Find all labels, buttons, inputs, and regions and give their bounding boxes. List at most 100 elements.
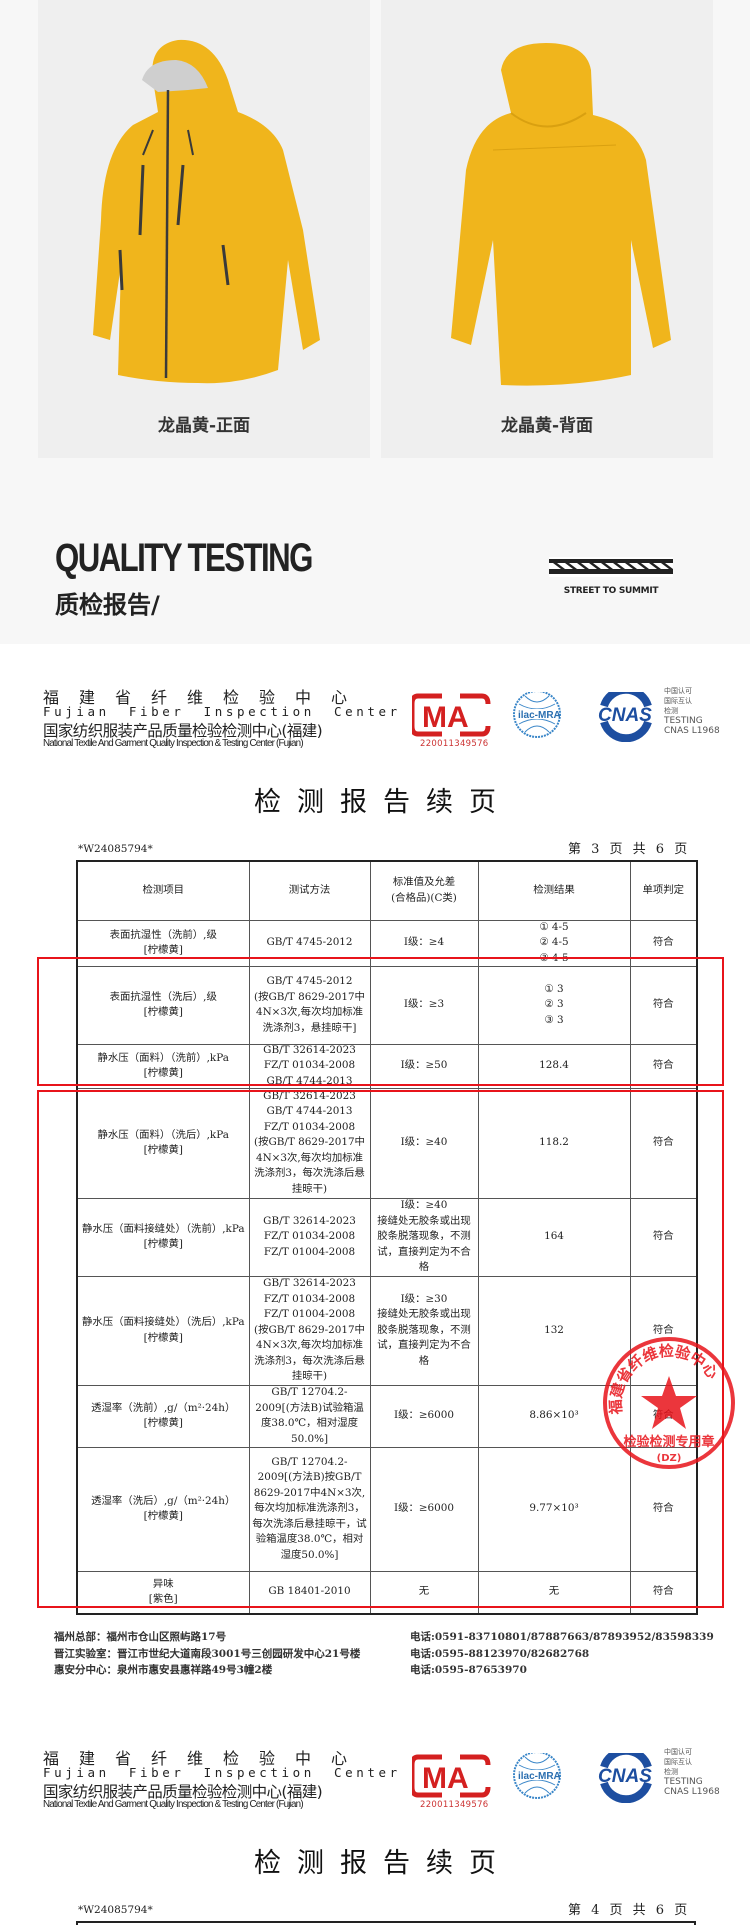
cell-text: 透湿率（洗后）,g/（m²·24h） [柠檬黄] [91, 1494, 236, 1523]
cell-text: I级：≥4 [403, 936, 445, 949]
cell-text: GB/T 32614-2023 FZ/T 01034-2008 FZ/T 010… [254, 1277, 365, 1383]
cell-text: 符合 [652, 1230, 674, 1243]
cma-logo-icon: MA [412, 693, 491, 737]
letterhead-page-4: 福建省纤维检验中心 Fujian Fiber Inspection Center… [40, 1743, 730, 1815]
cell-text: I级：≥30 接缝处无胶条或出现胶条脱落现象，不测试，直接判定为不合格 [377, 1292, 471, 1367]
cell-text: 128.4 [539, 1059, 569, 1072]
tire-tread-icon [549, 557, 673, 577]
cnas-line: 中国认可 [664, 687, 692, 695]
cell-text: 表面抗湿性（洗后）,级 [柠檬黄] [109, 990, 217, 1019]
table-row: 静水压（面料接缝处）（洗后）,kPa [柠檬黄] GB/T 32614-2023 … [76, 1275, 698, 1386]
table-cell: 符合 [629, 1197, 698, 1277]
cell-text: 透湿率（洗前）,g/（m²·24h） [柠檬黄] [91, 1401, 236, 1430]
cell-text: 164 [544, 1230, 564, 1243]
cma-number: 220011349576 [420, 739, 489, 749]
official-stamp: 福建省纤维检验中心 检验检测专用章 (DZ) [603, 1337, 735, 1469]
cell-text: 8.86×10³ [529, 1409, 579, 1422]
stamp-code: (DZ) [657, 1453, 682, 1464]
svg-text:CNAS: CNAS [598, 705, 652, 726]
cnas-line: CNAS L1968 [664, 1787, 720, 1797]
cnas-text: 中国认可 国际互认 检测 TESTING CNAS L1968 [664, 686, 720, 736]
svg-text:MA: MA [422, 701, 469, 734]
highlight-box [37, 957, 724, 1086]
table-cell: 透湿率（洗前）,g/（m²·24h） [柠檬黄] [76, 1384, 250, 1448]
page-info: 第 3 页 共 6 页 [568, 842, 691, 857]
table-cell: GB/T 32614-2023 FZ/T 01034-2008 GB/T 474… [248, 1043, 371, 1089]
table-cell: GB/T 4745-2012 (按GB/T 8629-2017中4N×3次,每次… [248, 965, 371, 1045]
table-header-row: 检测项目 测试方法 标准值及允差 (合格品)(C类) 检测结果 单项判定 [76, 860, 698, 921]
cma-logo-icon: MA [412, 1754, 491, 1798]
cell-text: 静水压（面料）（洗前）,kPa [柠檬黄] [97, 1051, 229, 1080]
cell-text: 符合 [652, 1059, 674, 1072]
cell-text: I级：≥3 [403, 998, 445, 1011]
cell-text: 符合 [652, 936, 674, 949]
cell-text: 异味 [紫色] [148, 1577, 178, 1606]
footer-addresses: 福州总部：福州市仓山区照屿路17号 晋江实验室：晋江市世纪大道南段3001号三创… [54, 1629, 360, 1679]
product-image-back: 龙晶黄-背面 [381, 0, 713, 458]
section-title-en: QUALITY TESTING [55, 536, 313, 580]
svg-text:MA: MA [422, 1762, 469, 1795]
cnas-line: 国际互认 [664, 697, 692, 705]
table-cell: 符合 [629, 1087, 698, 1199]
footer-phones: 电话:0591-83710801/87887663/87893952/83598… [410, 1629, 714, 1679]
product-label-front: 龙晶黄-正面 [157, 416, 251, 436]
svg-text:ilac-MRA: ilac-MRA [518, 710, 561, 721]
table-cell: GB/T 12704.2-2009[(方法B)按GB/T 8629-2017中4… [248, 1446, 371, 1572]
cell-text: ① 3 ② 3 ③ 3 [544, 982, 564, 1026]
table-cell: 表面抗湿性（洗后）,级 [柠檬黄] [76, 965, 250, 1045]
center-name-cn: 福建省纤维检验中心 [43, 688, 368, 707]
cell-text: 静水压（面料）（洗后）,kPa [柠檬黄] [97, 1128, 229, 1157]
cnas-line: 国际互认 [664, 1758, 692, 1766]
cell-text: I级：≥40 接缝处无胶条或出现胶条脱落现象，不测试，直接判定为不合格 [377, 1199, 471, 1274]
table-cell: 静水压（面料）（洗后）,kPa [柠檬黄] [76, 1087, 250, 1199]
table-row: 透湿率（洗前）,g/（m²·24h） [柠檬黄] GB/T 12704.2-200… [76, 1384, 698, 1448]
center-name-en: Fujian Fiber Inspection Center [43, 704, 401, 719]
cell-text: GB/T 32614-2023 FZ/T 01034-2008 GB/T 474… [263, 1044, 356, 1087]
cell-text: GB 18401-2010 [268, 1585, 351, 1598]
table-cell: 符合 [629, 965, 698, 1045]
cell-text: 符合 [652, 1136, 674, 1149]
cnas-line: 检测 [664, 707, 678, 715]
cnas-line: CNAS L1968 [664, 726, 720, 736]
cnas-logo-icon: CNAS [598, 692, 652, 742]
table-cell: I级：≥50 [369, 1043, 479, 1089]
report-number: *W24085794* [78, 1904, 153, 1916]
cma-number: 220011349576 [420, 1800, 489, 1810]
test-results-table: 检测项目 测试方法 标准值及允差 (合格品)(C类) 检测结果 单项判定 表面抗湿性（洗… [76, 860, 698, 1615]
brand-slogan: STREET TO SUMMIT [563, 586, 659, 596]
product-image-front: 龙晶黄-正面 [38, 0, 370, 458]
phone-line: 电话:0595-88123970/82682768 [410, 1647, 590, 1660]
product-label-back: 龙晶黄-背面 [500, 416, 594, 436]
center-name-cn: 福建省纤维检验中心 [43, 1749, 368, 1768]
cell-text: I级：≥50 [400, 1059, 448, 1072]
letterhead: 福建省纤维检验中心 Fujian Fiber Inspection Center… [40, 682, 730, 754]
address-line: 惠安分中心：泉州市惠安县惠祥路49号3幢2楼 [54, 1664, 273, 1676]
jacket-front-image [93, 39, 320, 384]
cell-text: 132 [544, 1323, 564, 1336]
ilac-mra-logo-icon: ilac-MRA [513, 1753, 561, 1799]
cell-text: GB/T 12704.2-2009[(方法B)按GB/T 8629-2017中4… [252, 1455, 367, 1561]
report-number: *W24085794* [78, 843, 153, 855]
national-center-en: National Textile And Garment Quality Ins… [43, 1799, 304, 1810]
star-icon [641, 1376, 697, 1429]
highlight-box [37, 1090, 724, 1608]
address-line: 福州总部：福州市仓山区照屿路17号 [54, 1631, 227, 1643]
table-cell: 符合 [629, 1275, 698, 1386]
table-cell: 9.77×10³ [477, 1446, 631, 1572]
certification-logos: MA ilac-MRA CNAS [412, 692, 652, 742]
svg-text:ilac-MRA: ilac-MRA [518, 1771, 561, 1782]
cell-text: 符合 [652, 1323, 674, 1336]
table-cell: I级：≥6000 [369, 1446, 479, 1572]
jacket-back-image [451, 43, 671, 386]
section-title-cn: 质检报告/ [55, 591, 160, 619]
national-center-cn: 国家纺织服装产品质量检验检测中心(福建) [43, 1783, 323, 1801]
table-cell: I级：≥3 [369, 965, 479, 1045]
report-title: 检测报告续页 [254, 787, 512, 818]
cell-text: 符合 [652, 1585, 674, 1598]
table-cell: 透湿率（洗后）,g/（m²·24h） [柠檬黄] [76, 1446, 250, 1572]
table-cell: GB/T 32614-2023 GB/T 4744-2013 FZ/T 0103… [248, 1087, 371, 1199]
cell-text: 符合 [652, 998, 674, 1011]
cell-text: 无 [548, 1585, 560, 1598]
cell-text: 表面抗湿性（洗前）,级 [柠檬黄] [109, 928, 217, 957]
column-header: 标准值及允差 (合格品)(C类) [369, 860, 479, 921]
